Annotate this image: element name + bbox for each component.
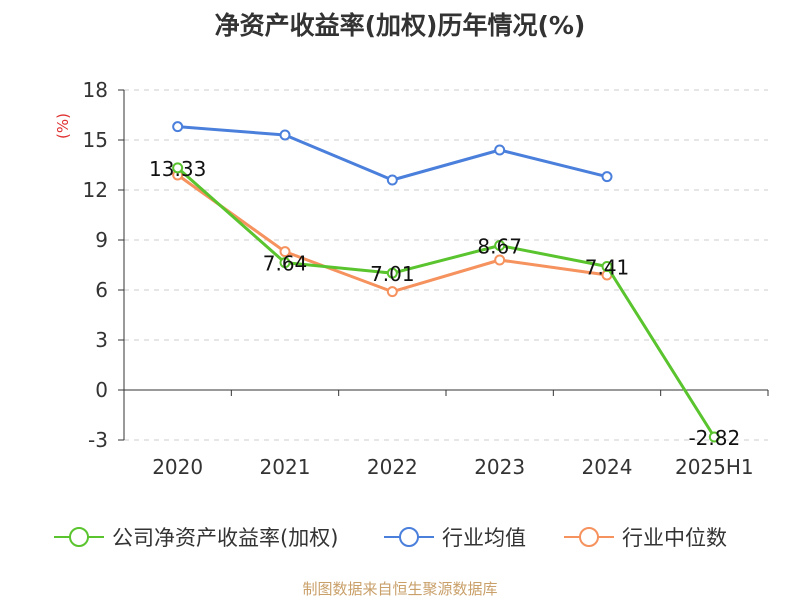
data-point — [279, 129, 291, 141]
data-point — [279, 246, 291, 258]
y-tick-label: 3 — [95, 328, 108, 352]
data-label: 7.64 — [263, 252, 308, 276]
y-tick-label: 6 — [95, 278, 108, 302]
data-label-layer: 13.33 7.64 7.01 8.67 7.41 -2.82 — [149, 157, 740, 450]
legend-label: 行业中位数 — [622, 526, 727, 550]
data-point — [601, 171, 613, 183]
data-label: 8.67 — [477, 235, 522, 259]
legend-marker — [579, 527, 599, 547]
x-tick-label: 2022 — [367, 455, 418, 479]
data-label: 13.33 — [149, 157, 206, 181]
legend-label: 行业均值 — [442, 526, 526, 550]
x-tick-label: 2024 — [582, 455, 633, 479]
legend: 公司净资产收益率(加权) 行业均值 行业中位数 — [54, 526, 727, 550]
data-label: 7.41 — [585, 256, 630, 280]
data-point — [279, 257, 291, 269]
data-point — [708, 431, 720, 443]
data-point — [172, 162, 184, 174]
series-line — [177, 125, 608, 182]
legend-label: 公司净资产收益率(加权) — [112, 526, 338, 550]
y-tick-label: 0 — [95, 378, 108, 402]
data-point — [601, 261, 613, 272]
data-point — [494, 254, 506, 266]
x-tick-label: 2025H1 — [675, 455, 754, 479]
y-tick-label: 15 — [83, 128, 108, 152]
legend-marker — [399, 527, 419, 547]
series-line — [176, 166, 716, 438]
data-label: -2.82 — [688, 426, 740, 450]
y-tick-label: 9 — [95, 228, 108, 252]
data-label: 7.01 — [370, 262, 415, 286]
source-note: 制图数据来自恒生聚源数据库 — [302, 580, 498, 598]
legend-marker — [69, 527, 89, 547]
y-tick-label: 12 — [83, 178, 108, 202]
y-axis-label: (%) — [54, 113, 72, 139]
chart-title: 净资产收益率(加权)历年情况(%) — [214, 11, 586, 40]
x-tick-label: 2021 — [260, 455, 311, 479]
series-layer — [172, 121, 720, 443]
data-point — [386, 174, 398, 186]
y-tick-label: 18 — [83, 78, 108, 102]
x-tick-label: 2020 — [152, 455, 203, 479]
data-point — [494, 144, 506, 156]
y-tick-label: -3 — [88, 428, 108, 452]
data-point — [386, 286, 398, 298]
x-tick-label: 2023 — [474, 455, 525, 479]
data-point — [172, 121, 184, 133]
data-point — [494, 240, 506, 251]
grid-layer — [124, 89, 768, 441]
data-point — [386, 267, 398, 279]
axis-layer: -3 0 3 6 9 12 15 18 2020 2021 2022 2023 2024 2025H1 (%… — [54, 78, 769, 479]
